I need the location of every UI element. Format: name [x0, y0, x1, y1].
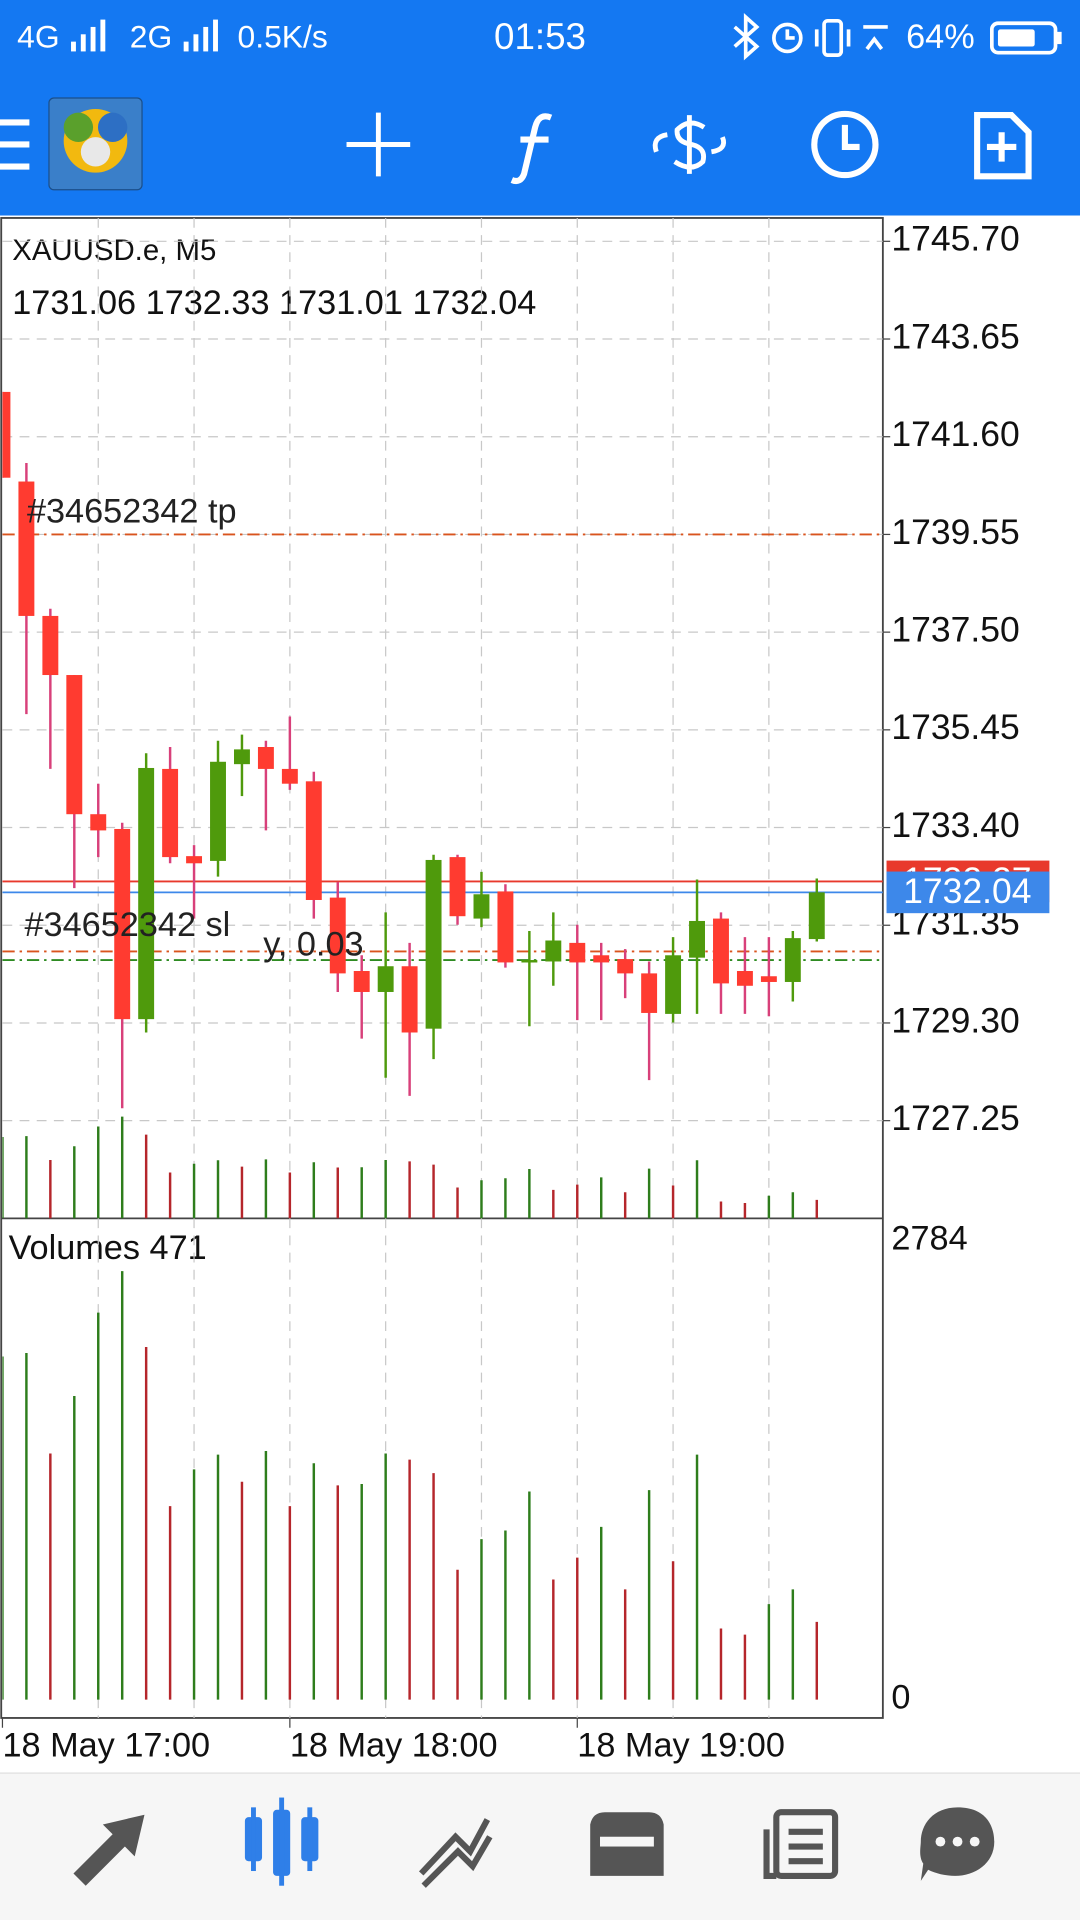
candle-body	[90, 814, 107, 831]
y-tick-label: 1733.40	[891, 805, 1019, 845]
candle-body	[713, 918, 729, 984]
candle-body	[234, 749, 250, 765]
candle-body	[641, 973, 658, 1013]
price-panel: #34652342 tp #34652342 sl y, 0.03	[2, 217, 883, 1219]
candle-body	[329, 897, 346, 974]
app-icon[interactable]	[48, 97, 143, 191]
period-button[interactable]	[811, 110, 879, 179]
battery-level: 64%	[906, 18, 975, 56]
ohlc-open: 1731.06	[12, 284, 136, 322]
status-icons	[733, 13, 888, 61]
y-tick-label: 1735.45	[891, 707, 1019, 747]
clock: 01:53	[494, 16, 586, 57]
order-label: #34652342 sl	[24, 906, 230, 944]
y-tick-label: 1739.55	[891, 512, 1019, 552]
x-tick-label: 18 May 18:00	[290, 1726, 498, 1764]
candle-body	[257, 746, 274, 769]
network-2: 2G	[130, 19, 172, 55]
menu-button[interactable]	[0, 119, 30, 170]
candle-body	[42, 615, 59, 676]
quotes-tab[interactable]	[73, 1814, 145, 1886]
candle-body	[2, 391, 11, 478]
order-label: y, 0.03	[263, 926, 363, 964]
network-1: 4G	[17, 19, 59, 55]
y-tick-label: 1741.60	[891, 414, 1019, 454]
chart-tab[interactable]	[244, 1797, 319, 1886]
volume-name: Volumes	[9, 1229, 140, 1267]
price-box	[886, 871, 1050, 914]
candle-body	[281, 768, 298, 784]
y-tick-label: 1729.30	[891, 1000, 1019, 1040]
battery-icon	[990, 21, 1062, 55]
ohlc-high: 1732.33	[146, 284, 270, 322]
candle-body	[66, 675, 83, 815]
x-tick-label: 18 May 17:00	[2, 1726, 210, 1764]
candle-body	[617, 959, 634, 974]
x-tick-label: 18 May 19:00	[577, 1726, 785, 1764]
volume-panel	[2, 1218, 819, 1718]
price-box-label: 1732.04	[903, 871, 1031, 911]
candle-body	[401, 966, 418, 1033]
candle-body	[473, 894, 490, 919]
new-order-button[interactable]	[974, 112, 1032, 180]
candle-body	[162, 768, 179, 858]
y-tick-label: 1727.25	[891, 1098, 1019, 1138]
ohlc-readout: 1731.06 1732.33 1731.01 1732.04	[12, 284, 536, 322]
symbol-title: XAUUSD.e, M5	[12, 234, 216, 267]
y-tick-label: 1743.65	[891, 316, 1019, 356]
candle-body	[521, 960, 538, 963]
chat-tab[interactable]	[920, 1807, 995, 1881]
candle-body	[114, 828, 131, 1020]
ohlc-close: 1732.04	[412, 284, 536, 322]
axis-labels: 1745.70 1743.65 1741.60 1739.55 1737.50 1735.…	[1, 219, 1050, 1764]
candle-body	[425, 859, 442, 1029]
volume-title: Volumes 471	[9, 1229, 207, 1267]
candle-body	[760, 976, 777, 982]
y-tick-label: 1745.70	[891, 219, 1019, 259]
signal-1	[71, 19, 106, 52]
history-tab[interactable]	[590, 1812, 664, 1876]
ohlc-low: 1731.01	[279, 284, 403, 322]
trade-tab[interactable]	[418, 1818, 493, 1888]
news-tab[interactable]	[763, 1809, 839, 1879]
bottom-nav	[0, 1773, 1080, 1920]
candle-body	[736, 971, 753, 986]
y-tick-label: 1737.50	[891, 610, 1019, 650]
candle-body	[449, 857, 466, 917]
candle-body	[784, 938, 801, 982]
app-bar	[0, 0, 1080, 216]
indicators-button[interactable]	[510, 113, 553, 185]
candle-body	[569, 942, 586, 963]
candle-body	[545, 940, 562, 962]
candle-body	[689, 920, 705, 958]
candle-body	[353, 971, 370, 992]
y-tick-label: 0	[891, 1679, 910, 1717]
y-tick-label: 2784	[891, 1219, 967, 1257]
candle-body	[18, 481, 35, 616]
signal-2	[183, 19, 218, 52]
crosshair-button[interactable]	[346, 112, 411, 177]
candle-body	[497, 891, 514, 963]
candle-body	[665, 955, 682, 1014]
candle-body	[808, 892, 825, 940]
volume-value: 471	[150, 1229, 207, 1267]
chart-frame	[0, 217, 884, 1719]
net-speed: 0.5K/s	[238, 19, 328, 55]
candle-body	[377, 966, 394, 992]
candle-body	[186, 856, 203, 864]
trade-button[interactable]	[652, 115, 727, 174]
candle-body	[210, 761, 226, 861]
candle-body	[305, 781, 322, 900]
order-label: #34652342 tp	[27, 493, 237, 531]
candle-body	[138, 767, 155, 1020]
candle-body	[593, 955, 610, 963]
